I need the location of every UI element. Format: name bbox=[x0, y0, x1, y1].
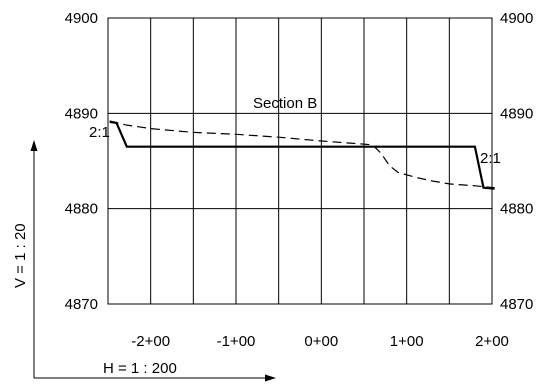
x-tick-label: 0+00 bbox=[304, 333, 338, 350]
x-tick-label: 2+00 bbox=[475, 333, 509, 350]
slope-label-left: 2:1 bbox=[89, 124, 110, 141]
x-tick-label: -1+00 bbox=[217, 333, 256, 350]
horizontal-scale-arrow bbox=[34, 374, 276, 382]
y-tick-label-left: 4890 bbox=[65, 105, 98, 122]
vertical-scale-label: V = 1 : 20 bbox=[12, 223, 29, 288]
y-tick-label-left: 4870 bbox=[65, 296, 98, 313]
y-tick-label-right: 4890 bbox=[500, 105, 533, 122]
slope-label-right: 2:1 bbox=[480, 150, 501, 167]
existing-ground-line bbox=[109, 120, 495, 189]
section-title: Section B bbox=[253, 95, 317, 112]
y-tick-label-left: 4900 bbox=[65, 10, 98, 27]
x-tick-label: 1+00 bbox=[390, 333, 424, 350]
y-tick-label-right: 4900 bbox=[500, 10, 533, 27]
x-tick-label: -2+00 bbox=[131, 333, 170, 350]
series-layer bbox=[109, 120, 495, 190]
y-tick-label-right: 4870 bbox=[500, 296, 533, 313]
tick-labels: -2+00 -1+00 0+00 1+00 2+00 4870 4880 4890 4900 48… bbox=[65, 10, 534, 350]
y-tick-label-left: 4880 bbox=[65, 201, 98, 218]
vertical-scale-arrow bbox=[30, 140, 38, 378]
y-tick-label-right: 4880 bbox=[500, 201, 533, 218]
grid-lines bbox=[108, 18, 492, 304]
plot-frame bbox=[107, 17, 493, 305]
proposed-section-line bbox=[109, 120, 495, 190]
horizontal-scale-label: H = 1 : 200 bbox=[103, 360, 177, 377]
